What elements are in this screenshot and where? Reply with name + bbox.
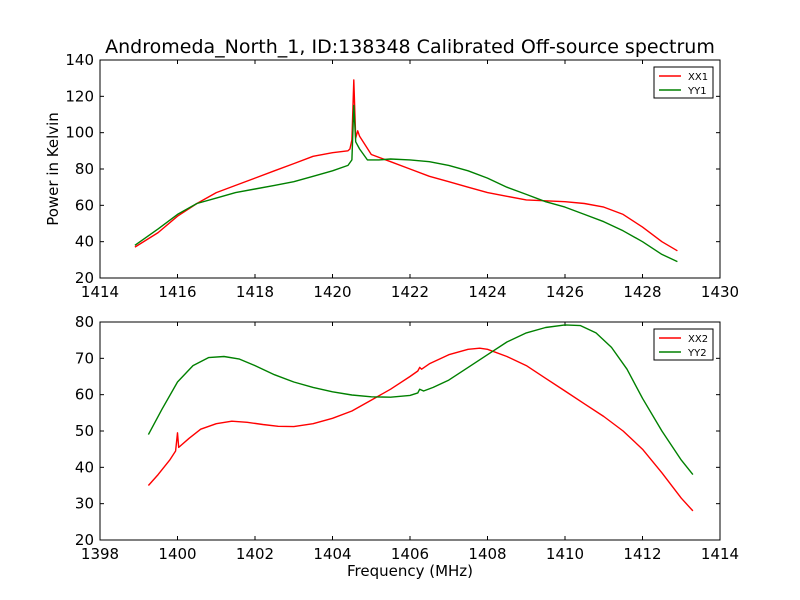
bottom-chart-ytick-label: 30	[75, 495, 94, 513]
top-chart-xtick-label: 1428	[623, 283, 661, 301]
top-chart: Andromeda_North_1, ID:138348 Calibrated …	[44, 36, 739, 301]
bottom-chart-xtick-label: 1402	[236, 545, 274, 563]
bottom-chart-frame	[99, 321, 721, 541]
top-chart-legend-label: YY1	[687, 86, 707, 97]
bottom-chart-legend-label: YY2	[687, 348, 707, 359]
bottom-chart-xlabel: Frequency (MHz)	[347, 562, 473, 580]
bottom-chart-ytick-label: 40	[75, 458, 94, 476]
top-chart-title: Andromeda_North_1, ID:138348 Calibrated …	[105, 36, 715, 58]
top-chart-ytick-label: 40	[75, 233, 94, 251]
top-chart-ticks: 1414 1416 1418 1420 1422 1424 1426 1428 1430 20 40…	[65, 51, 739, 301]
top-chart-ytick-label: 140	[65, 51, 94, 69]
top-chart-ytick-label: 80	[75, 160, 94, 178]
bottom-chart-series-xx2	[147, 347, 694, 512]
bottom-chart-series-yy2	[147, 324, 694, 476]
top-chart-xtick-label: 1420	[313, 283, 351, 301]
top-chart-xtick-label: 1422	[391, 283, 429, 301]
bottom-chart-xtick-label: 1414	[701, 545, 739, 563]
bottom-chart-xtick-label: 1404	[313, 545, 351, 563]
top-chart-xtick-label: 1414	[81, 283, 119, 301]
top-chart-ytick-label: 100	[65, 124, 94, 142]
bottom-chart-ytick-label: 70	[75, 349, 94, 367]
top-chart-ylabel: Power in Kelvin	[44, 112, 62, 226]
bottom-chart-ytick-label: 80	[75, 313, 94, 331]
top-chart-frame	[99, 59, 721, 279]
top-chart-xtick-label: 1418	[236, 283, 274, 301]
bottom-chart-xtick-label: 1406	[391, 545, 429, 563]
bottom-chart: Frequency (MHz) 1398 1400 1402 1404 1406 1408…	[75, 313, 739, 580]
top-chart-series	[134, 79, 678, 263]
top-chart-legend-box	[653, 66, 714, 99]
top-chart-ytick-label: 120	[65, 87, 94, 105]
bottom-chart-xtick-label: 1398	[81, 545, 119, 563]
top-chart-xtick-label: 1416	[158, 283, 196, 301]
bottom-chart-ytick-label: 60	[75, 386, 94, 404]
top-chart-xtick-label: 1424	[468, 283, 506, 301]
bottom-chart-legend-box	[653, 328, 714, 361]
top-chart-series-xx1	[134, 79, 678, 252]
bottom-chart-xtick-label: 1408	[468, 545, 506, 563]
bottom-chart-legend-label: XX2	[688, 334, 708, 345]
top-chart-ytick-label: 60	[75, 196, 94, 214]
bottom-chart-ytick-label: 20	[75, 531, 94, 549]
top-chart-xtick-label: 1430	[701, 283, 739, 301]
bottom-chart-ticks: 1398 1400 1402 1404 1406 1408 1410 1412 1414 20 30…	[75, 313, 739, 563]
top-chart-legend-label: XX1	[688, 72, 708, 83]
top-chart-ytick-label: 20	[75, 269, 94, 287]
bottom-chart-series	[147, 324, 694, 512]
top-chart-xtick-label: 1426	[546, 283, 584, 301]
bottom-chart-xtick-label: 1400	[158, 545, 196, 563]
top-chart-series-yy1	[134, 104, 678, 263]
bottom-chart-ytick-label: 50	[75, 422, 94, 440]
bottom-chart-xtick-label: 1412	[623, 545, 661, 563]
bottom-chart-xtick-label: 1410	[546, 545, 584, 563]
